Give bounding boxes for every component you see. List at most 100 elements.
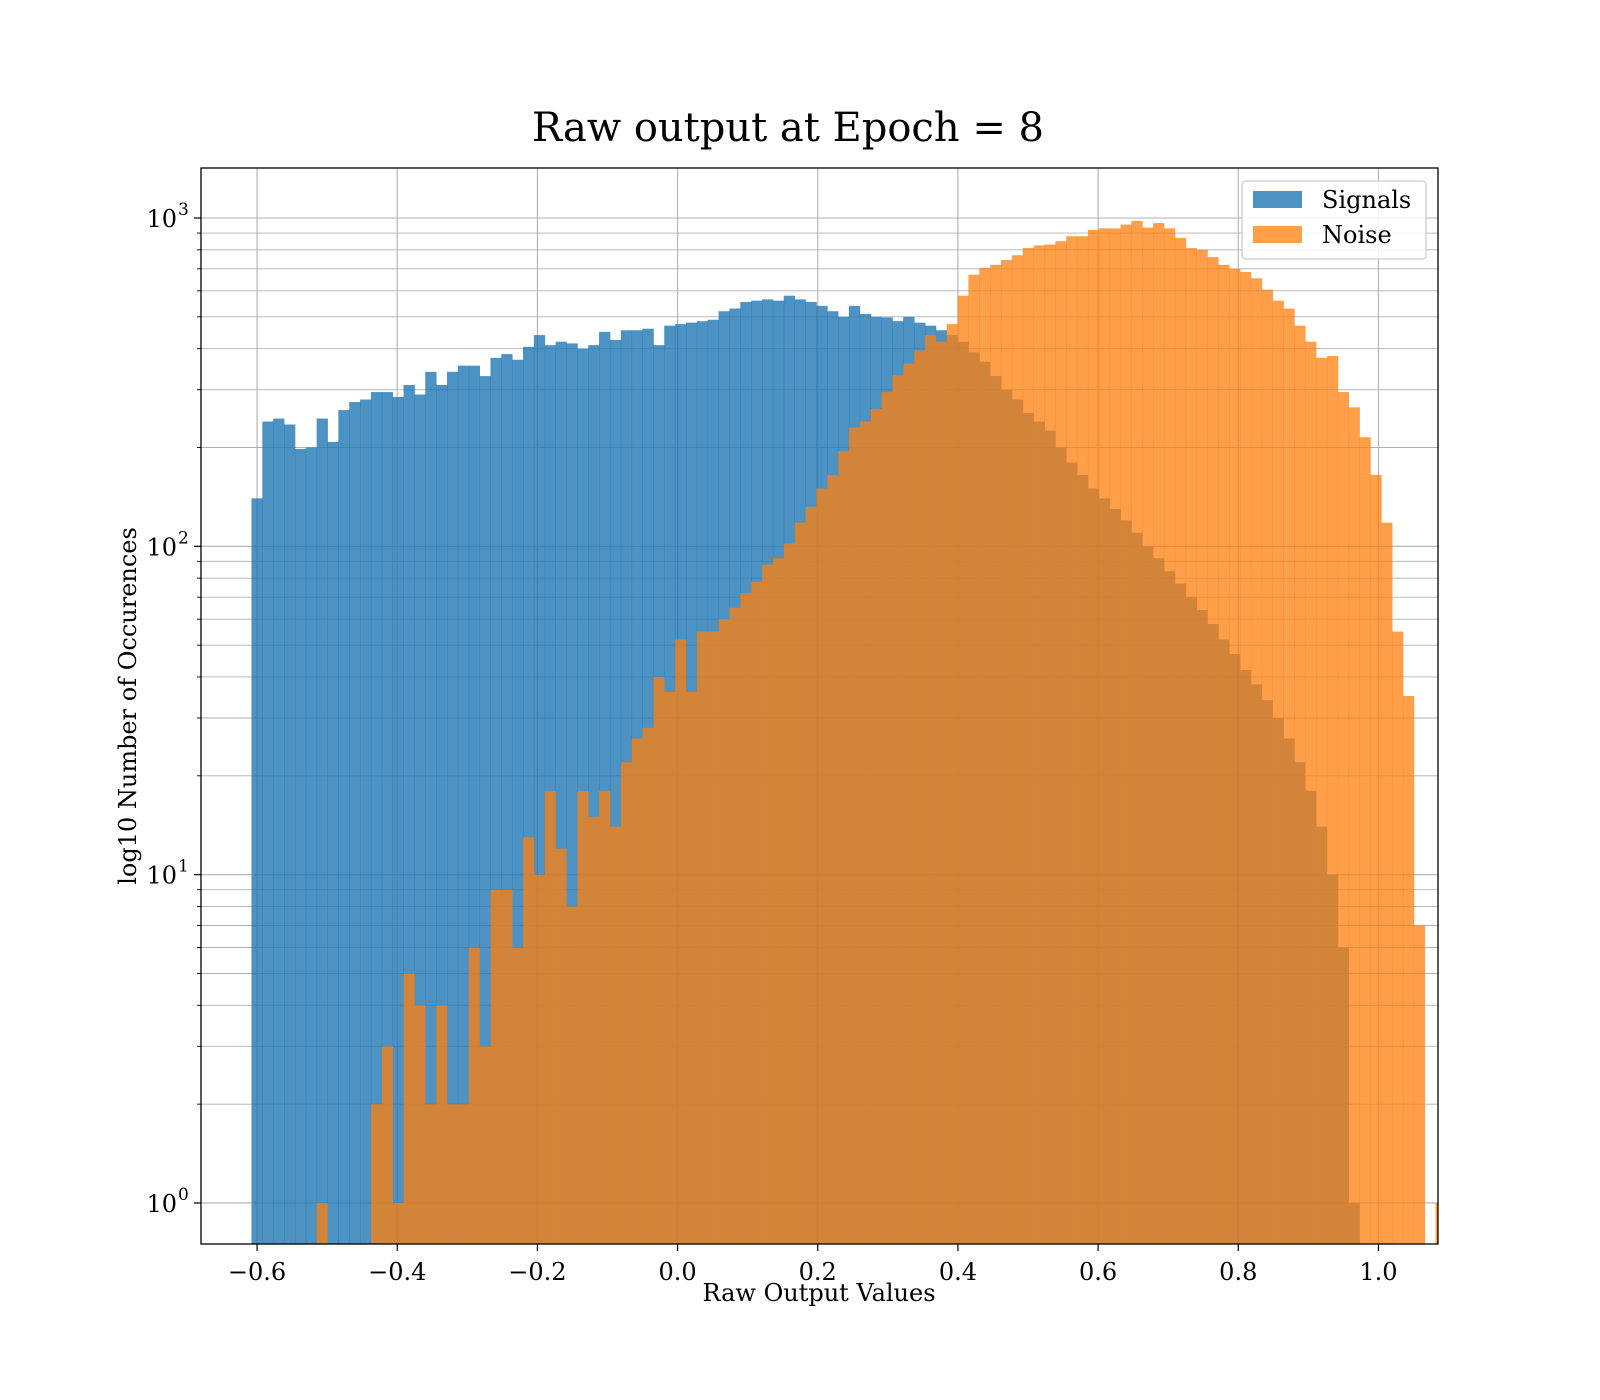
bar-noise-29 bbox=[566, 906, 578, 1244]
bar-signals-31 bbox=[588, 345, 600, 1244]
bar-signals-7 bbox=[327, 441, 339, 1244]
y-tick-exponent-2: 2 bbox=[178, 528, 189, 548]
bar-noise-34 bbox=[620, 762, 633, 1244]
bar-noise-107 bbox=[1413, 925, 1426, 1244]
bar-signals-19 bbox=[457, 365, 470, 1244]
x-tick-label-3: 0.0 bbox=[658, 1258, 696, 1286]
bar-noise-17 bbox=[436, 1005, 448, 1244]
bar-noise-50 bbox=[794, 522, 806, 1244]
bar-signals-20 bbox=[468, 365, 480, 1244]
legend-swatch-signals bbox=[1253, 191, 1302, 208]
bar-noise-98 bbox=[1316, 357, 1328, 1244]
bar-noise-90 bbox=[1229, 268, 1241, 1244]
bar-noise-104 bbox=[1381, 522, 1393, 1244]
bar-signals-12 bbox=[381, 392, 394, 1244]
bar-noise-106 bbox=[1402, 696, 1415, 1244]
bar-noise-20 bbox=[468, 947, 480, 1244]
bar-signals-2 bbox=[273, 418, 285, 1244]
bar-signals-29 bbox=[566, 343, 578, 1244]
bar-signals-22 bbox=[490, 357, 502, 1244]
bar-noise-30 bbox=[577, 790, 589, 1244]
bar-noise-45 bbox=[740, 593, 752, 1244]
bar-noise-82 bbox=[1142, 227, 1154, 1244]
bar-signals-3 bbox=[284, 424, 296, 1244]
bar-noise-93 bbox=[1261, 289, 1273, 1244]
bar-noise-85 bbox=[1174, 237, 1187, 1244]
bar-noise-57 bbox=[870, 408, 882, 1244]
bar-noise-60 bbox=[903, 363, 915, 1244]
bar-noise-77 bbox=[1087, 229, 1100, 1244]
bar-signals-24 bbox=[512, 359, 524, 1244]
bar-signals-25 bbox=[523, 346, 535, 1244]
bar-noise-12 bbox=[381, 1046, 394, 1244]
bar-signals-11 bbox=[370, 392, 383, 1244]
bar-noise-44 bbox=[729, 607, 741, 1244]
bar-noise-54 bbox=[838, 451, 850, 1244]
bar-noise-96 bbox=[1294, 325, 1306, 1244]
bar-noise-41 bbox=[696, 631, 709, 1244]
bar-noise-73 bbox=[1044, 244, 1056, 1244]
chart-title: Raw output at Epoch = 8 bbox=[532, 105, 1044, 151]
bar-noise-13 bbox=[392, 1202, 404, 1244]
bar-noise-76 bbox=[1077, 236, 1089, 1244]
x-tick-label-6: 0.6 bbox=[1079, 1258, 1117, 1286]
bar-signals-13 bbox=[392, 396, 404, 1244]
bar-noise-40 bbox=[685, 692, 698, 1244]
bar-noise-63 bbox=[935, 341, 948, 1244]
bar-signals-23 bbox=[501, 354, 513, 1244]
bar-noise-56 bbox=[859, 421, 872, 1244]
bar-noise-70 bbox=[1011, 255, 1024, 1244]
y-tick-label-0: 10 bbox=[146, 1190, 177, 1218]
bar-noise-37 bbox=[653, 676, 665, 1244]
bar-noise-6 bbox=[316, 1202, 328, 1244]
plot-frame bbox=[200, 167, 1439, 1245]
x-tick-label-2: −0.2 bbox=[508, 1258, 566, 1286]
bar-noise-52 bbox=[816, 488, 828, 1244]
bar-noise-23 bbox=[501, 889, 513, 1244]
bar-noise-81 bbox=[1131, 220, 1143, 1244]
x-tick-label-1: −0.4 bbox=[368, 1258, 426, 1286]
bar-noise-66 bbox=[968, 274, 980, 1244]
bar-noise-97 bbox=[1305, 341, 1317, 1244]
legend-label-noise: Noise bbox=[1322, 221, 1392, 249]
bar-signals-8 bbox=[338, 410, 350, 1244]
bar-noise-32 bbox=[599, 790, 611, 1244]
bar-signals-5 bbox=[305, 447, 318, 1244]
bar-noise-109 bbox=[1435, 1202, 1438, 1244]
bar-signals-14 bbox=[403, 384, 415, 1244]
bar-noise-59 bbox=[892, 375, 904, 1244]
x-tick-label-7: 0.8 bbox=[1219, 1258, 1257, 1286]
bar-noise-51 bbox=[805, 506, 817, 1244]
bar-signals-26 bbox=[533, 335, 546, 1244]
y-tick-label-3: 10 bbox=[146, 205, 177, 233]
bar-noise-92 bbox=[1250, 278, 1263, 1244]
y-tick-exponent-3: 3 bbox=[178, 200, 189, 220]
bar-noise-26 bbox=[533, 874, 546, 1244]
bar-signals-16 bbox=[425, 371, 437, 1244]
bar-noise-88 bbox=[1207, 257, 1219, 1244]
bar-noise-55 bbox=[848, 427, 861, 1244]
bar-signals-15 bbox=[414, 394, 426, 1244]
bar-noise-101 bbox=[1348, 407, 1360, 1244]
x-tick-label-4: 0.2 bbox=[799, 1258, 837, 1286]
bar-noise-71 bbox=[1022, 248, 1035, 1244]
y-tick-label-2: 10 bbox=[146, 533, 177, 561]
bar-signals-17 bbox=[436, 384, 448, 1244]
bar-signals-10 bbox=[360, 399, 372, 1244]
bar-noise-99 bbox=[1326, 355, 1339, 1244]
legend-swatch-noise bbox=[1253, 226, 1302, 243]
bar-noise-28 bbox=[555, 848, 567, 1244]
bar-noise-36 bbox=[642, 727, 654, 1244]
bar-noise-65 bbox=[957, 295, 969, 1244]
bar-signals-9 bbox=[349, 402, 361, 1244]
bar-noise-21 bbox=[479, 1046, 491, 1244]
bar-noise-94 bbox=[1272, 300, 1284, 1244]
bar-noise-35 bbox=[631, 738, 643, 1244]
bar-noise-91 bbox=[1240, 271, 1252, 1244]
x-axis: −0.6 −0.4 −0.2 0.0 0.2 0.4 0.6 0.8 1.0 bbox=[228, 1244, 1398, 1286]
y-tick-exponent-0: 0 bbox=[178, 1185, 189, 1205]
y-axis-label: log10 Number of Occurences bbox=[114, 527, 142, 885]
bar-signals-18 bbox=[446, 371, 459, 1244]
